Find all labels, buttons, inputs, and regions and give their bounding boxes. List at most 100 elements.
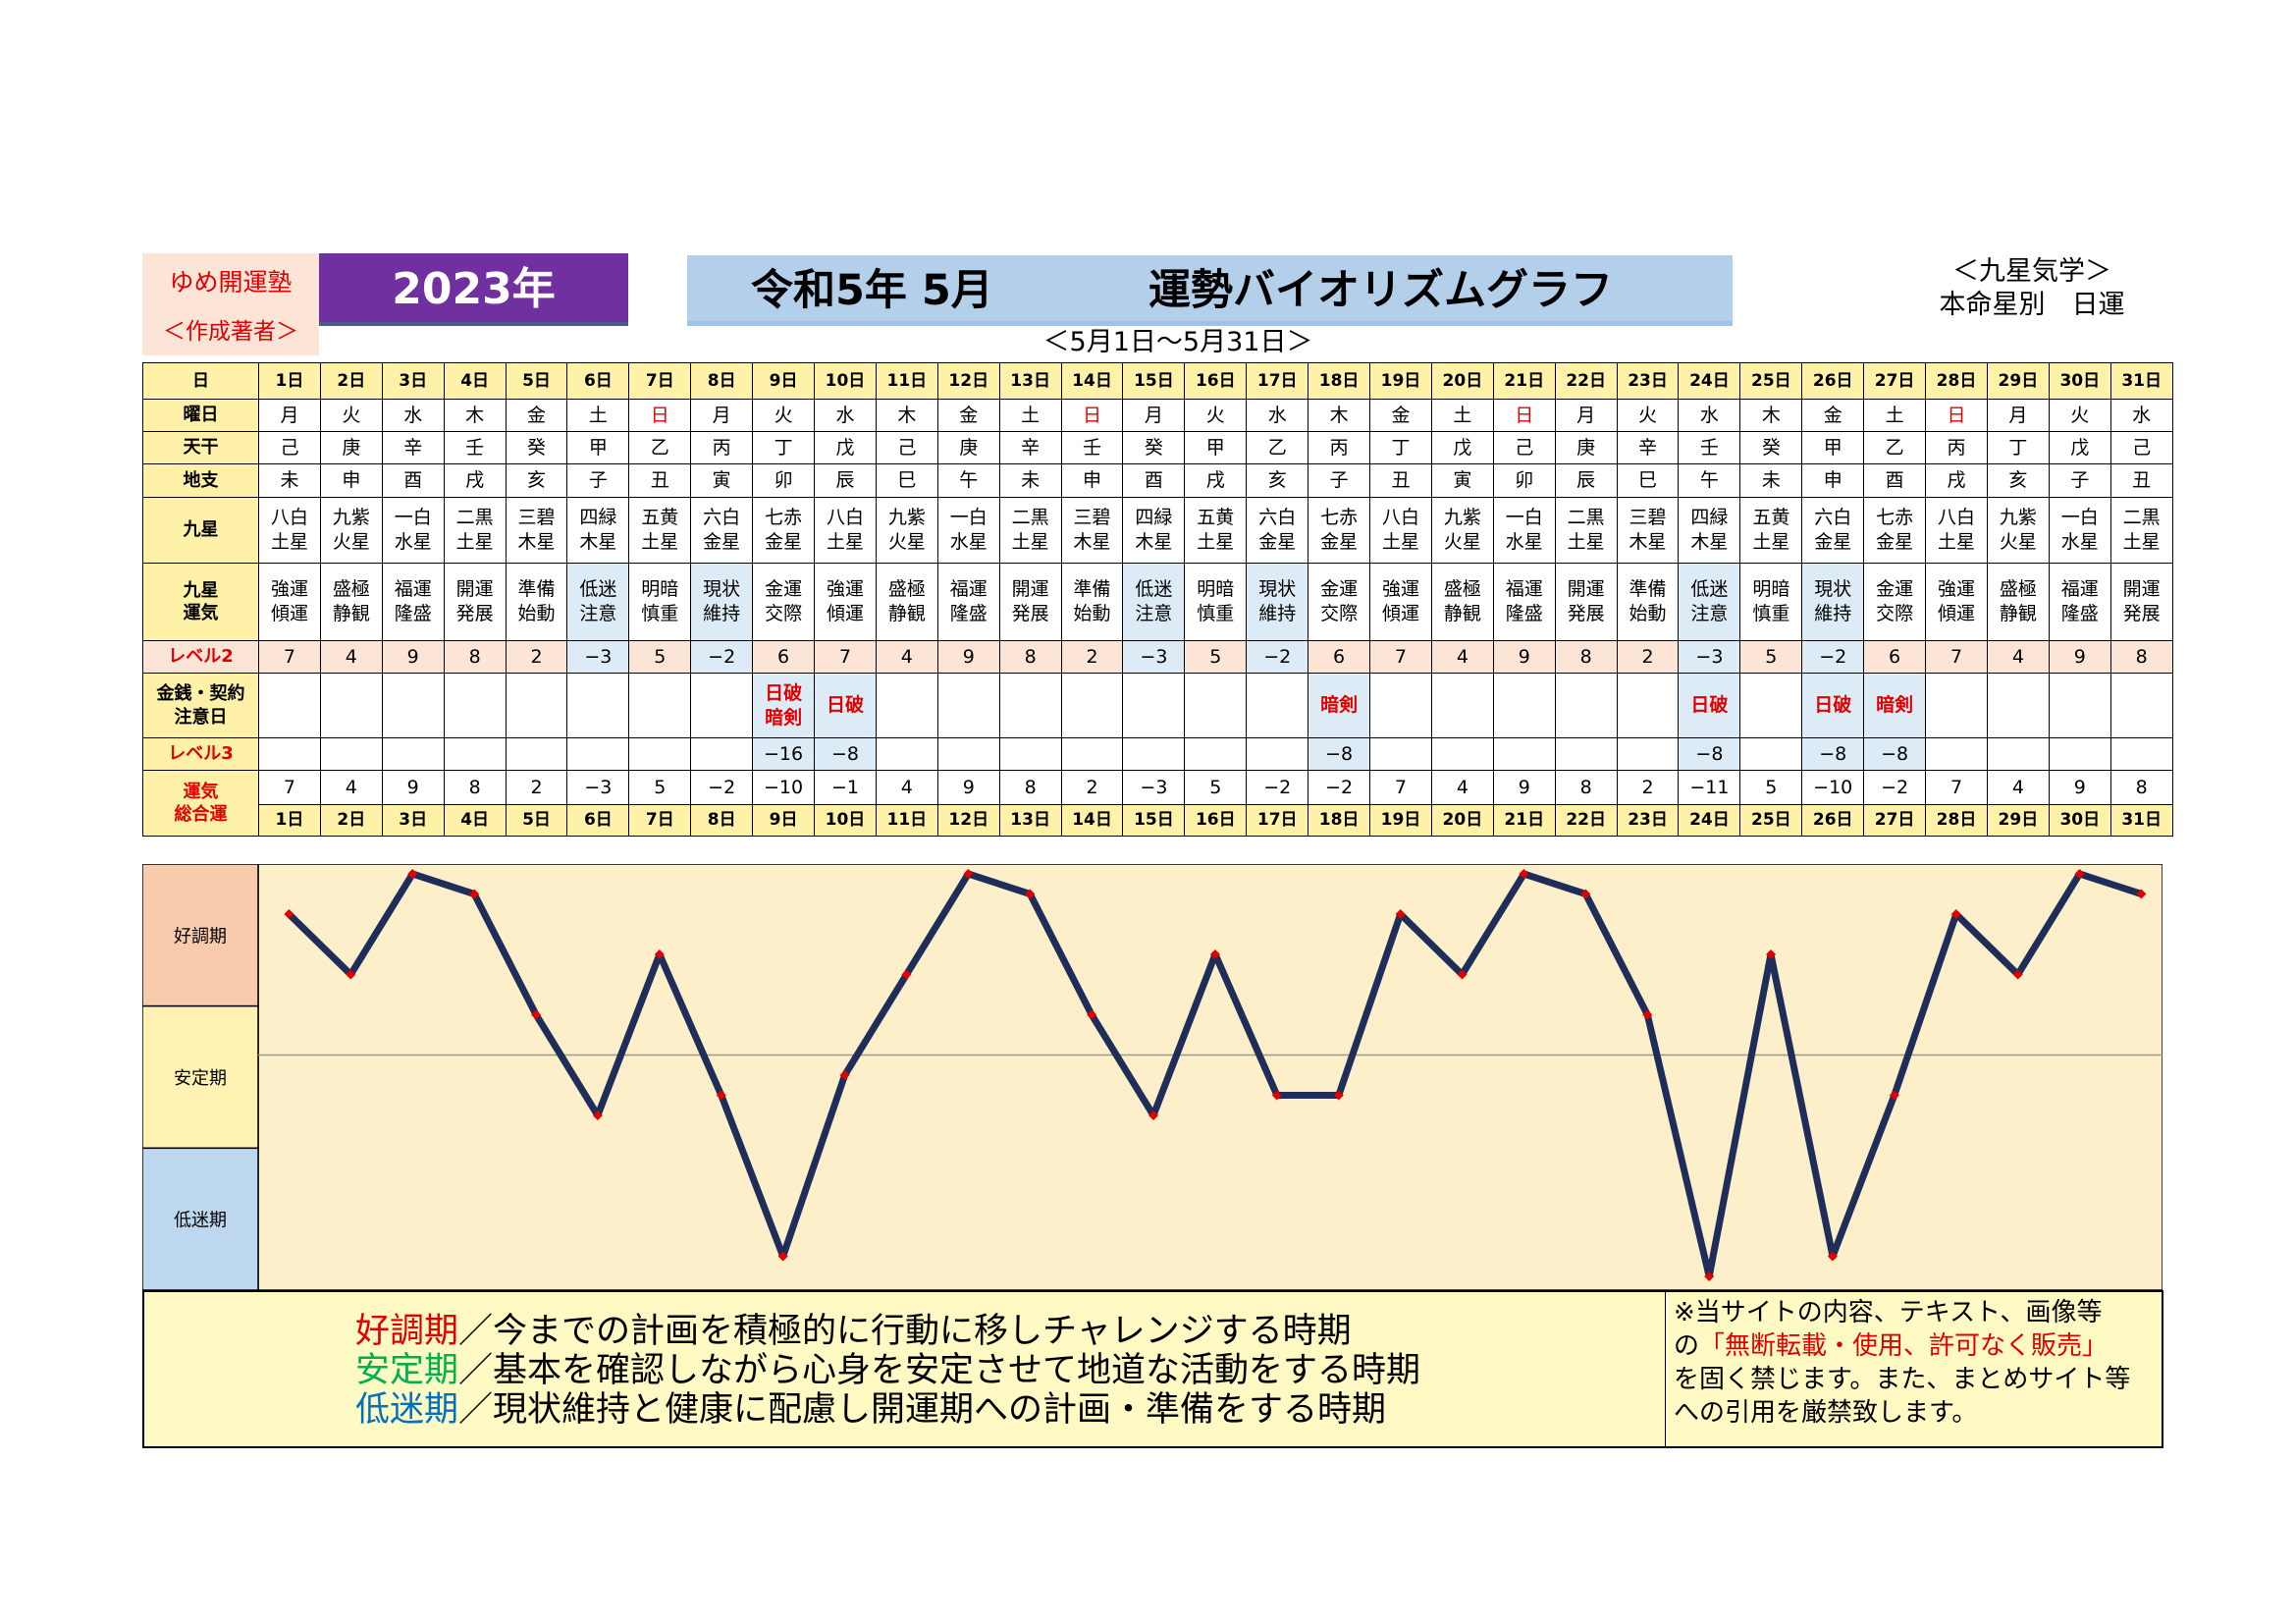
- day-cell: 26日: [1801, 362, 1865, 400]
- money-cell: [936, 673, 1000, 738]
- level2-cell: 5: [1739, 640, 1803, 674]
- level3-cell: [1122, 737, 1186, 771]
- star-cell: 三碧 木星: [505, 497, 568, 564]
- branch-cell: 午: [1678, 463, 1741, 498]
- period-label: ＜5月1日～5月31日＞: [1042, 327, 1313, 357]
- total-cell: 9: [936, 770, 1000, 805]
- weekday-cell: 日: [1492, 399, 1556, 432]
- level3-cell: −8: [1863, 737, 1927, 771]
- level2-cell: 8: [998, 640, 1062, 674]
- fortune-table: 日 1日 2日 3日 4日 5日 6日 7日 8日 9日 10日 11日 12日 13日 14日 15日 16日…: [142, 362, 2173, 837]
- level3-cell: [875, 737, 938, 771]
- year-banner: 2023年: [319, 253, 628, 326]
- total-cell: −3: [566, 770, 630, 805]
- data-point: [2136, 889, 2147, 899]
- star-cell: 四緑 木星: [566, 497, 630, 564]
- data-point: [407, 869, 418, 879]
- total-cell: −1: [814, 770, 877, 805]
- day-cell: 15日: [1122, 362, 1186, 400]
- weekday-cell: 火: [319, 399, 383, 432]
- level2-cell: 6: [1308, 640, 1371, 674]
- day-cell: 8日: [690, 362, 754, 400]
- level2-cell: 2: [1060, 640, 1124, 674]
- total-cell: 2: [1060, 770, 1124, 805]
- legend-good: 好調期／今までの計画を積極的に行動に移しチャレンジする時期: [355, 1312, 1352, 1351]
- day-cell: 13日: [998, 362, 1062, 400]
- level2-cell: −2: [690, 640, 754, 674]
- money-cell: [1616, 673, 1680, 738]
- money-cell: [2048, 673, 2111, 738]
- level3-cell: [2048, 737, 2111, 771]
- total-cell: −10: [1801, 770, 1865, 805]
- total-cell: 7: [1369, 770, 1432, 805]
- star_luck-cell: 福運 隆盛: [1492, 563, 1556, 641]
- level3-cell: [566, 737, 630, 771]
- level3-cell: [258, 737, 321, 771]
- notice-line-1: ※当サイトの内容、テキスト、画像等: [1674, 1298, 2103, 1327]
- legend-low: 低迷期／現状維持と健康に配慮し開運期への計画・準備をする時期: [355, 1390, 1386, 1430]
- branch-cell: 卯: [752, 463, 816, 498]
- data-point: [777, 1251, 788, 1262]
- level2-cell: 9: [1492, 640, 1556, 674]
- day-repeat-cell: 8日: [690, 804, 754, 837]
- level3-cell: [381, 737, 445, 771]
- data-point: [1704, 1272, 1715, 1281]
- star-cell: 六白 金星: [690, 497, 754, 564]
- star_luck-cell: 準備 始動: [505, 563, 568, 641]
- data-point: [1827, 1251, 1838, 1262]
- star-cell: 六白 金星: [1801, 497, 1865, 564]
- branch-cell: 申: [1801, 463, 1865, 498]
- branch-cell: 卯: [1492, 463, 1556, 498]
- weekday-cell: 金: [1801, 399, 1865, 432]
- branch-cell: 申: [319, 463, 383, 498]
- copyright-notice: ※当サイトの内容、テキスト、画像等 の「無断転載・使用、許可なく販売」 を固く禁…: [1665, 1290, 2163, 1448]
- notice-line-2: の「無断転載・使用、許可なく販売」: [1674, 1329, 2154, 1363]
- star-cell: 五黄 土星: [1739, 497, 1803, 564]
- day-cell: 23日: [1616, 362, 1680, 400]
- day-repeat-cell: 23日: [1616, 804, 1680, 837]
- level3-cell: [1246, 737, 1309, 771]
- level3-cell: [690, 737, 754, 771]
- day-cell: 9日: [752, 362, 816, 400]
- total-cell: −2: [690, 770, 754, 805]
- star-cell: 八白 土星: [258, 497, 321, 564]
- weekday-cell: 金: [1369, 399, 1432, 432]
- day-cell: 7日: [628, 362, 692, 400]
- branch-cell: 寅: [690, 463, 754, 498]
- money-cell: 日破: [1801, 673, 1865, 738]
- row-level2: レベル2 7 4 9 8 2 −3 5 −2 6 7 4 9 8 2 −3 5 −2 6 7 4 9 8 2 −3 5 −2 6 7 4 9…: [142, 640, 2173, 674]
- data-point: [284, 909, 294, 919]
- star-cell: 八白 土星: [1369, 497, 1432, 564]
- day-cell: 6日: [566, 362, 630, 400]
- money-cell: 暗剣: [1863, 673, 1927, 738]
- star_luck-cell: 現状 維持: [1246, 563, 1309, 641]
- star_luck-cell: 福運 隆盛: [2048, 563, 2111, 641]
- stem-cell: 甲: [1801, 431, 1865, 464]
- branch-cell: 辰: [814, 463, 877, 498]
- weekday-cell: 火: [752, 399, 816, 432]
- level2-cell: 9: [2048, 640, 2111, 674]
- band-0: [141, 863, 259, 1007]
- weekday-cell: 水: [2109, 399, 2173, 432]
- data-point: [1395, 909, 1406, 919]
- level2-cell: −2: [1801, 640, 1865, 674]
- total-cell: 5: [1184, 770, 1248, 805]
- data-point: [1333, 1090, 1344, 1101]
- money-cell: [998, 673, 1062, 738]
- star_luck-cell: 盛極 静観: [875, 563, 938, 641]
- branch-cell: 辰: [1554, 463, 1618, 498]
- legend-good-text: ／今までの計画を積極的に行動に移しチャレンジする時期: [458, 1312, 1352, 1351]
- level2-cell: 7: [814, 640, 877, 674]
- notice-line-2a: の: [1674, 1331, 1700, 1361]
- day-repeat-cell: 18日: [1308, 804, 1371, 837]
- row-stem: 天干己庚辛壬癸甲乙丙丁戊己庚辛壬癸甲乙丙丁戊己庚辛壬癸甲乙丙丁戊己: [142, 431, 2173, 464]
- level2-cell: 9: [381, 640, 445, 674]
- weekday-cell: 火: [1616, 399, 1680, 432]
- weekday-cell: 木: [875, 399, 938, 432]
- total-cell: 2: [1616, 770, 1680, 805]
- money-cell: 日破 暗剣: [752, 673, 816, 738]
- money-cell: [690, 673, 754, 738]
- star-cell: 二黒 土星: [1554, 497, 1618, 564]
- band-1: [141, 1004, 259, 1150]
- level3-cell: −8: [814, 737, 877, 771]
